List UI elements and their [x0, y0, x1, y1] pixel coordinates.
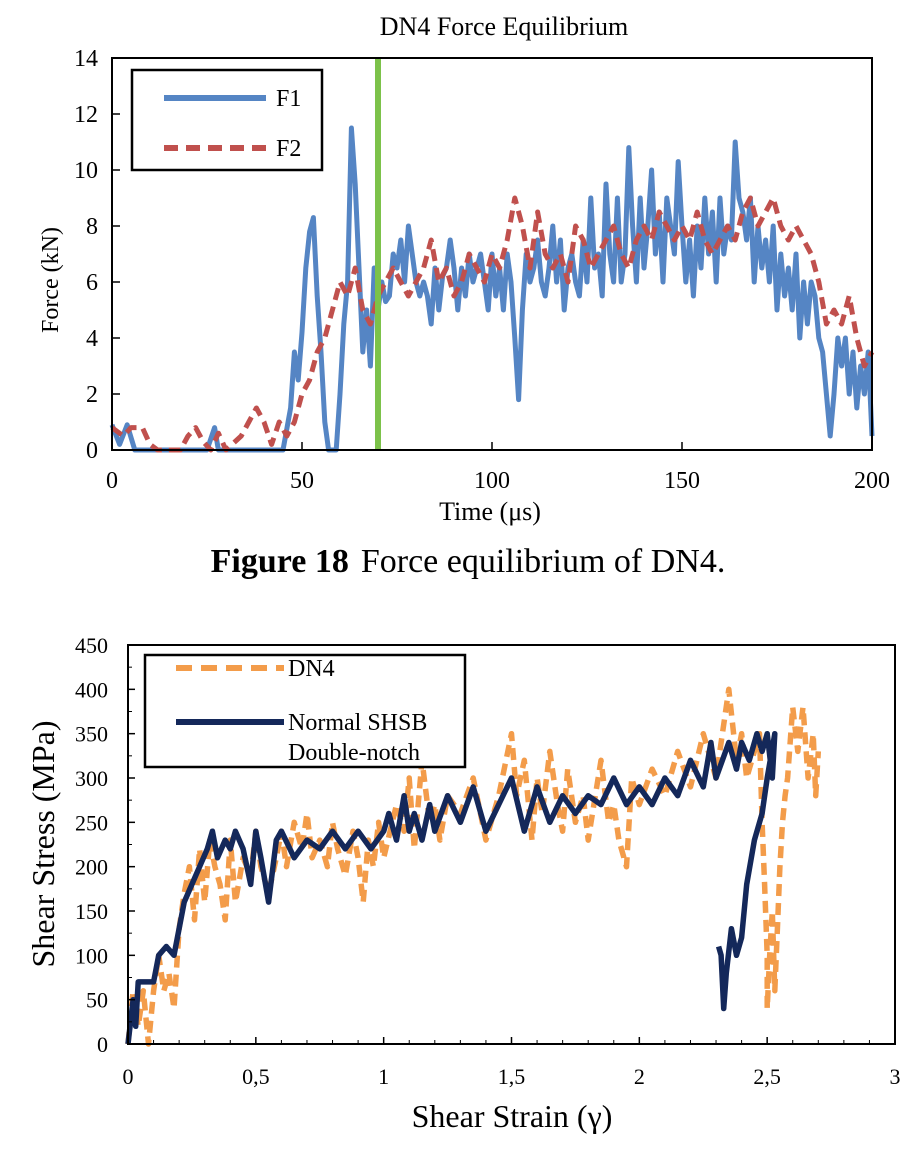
chart2-y-tick-label: 300	[75, 766, 108, 791]
chart2-y-tick-label: 100	[75, 943, 108, 968]
chart1-y-ticks: 0 2 4 6 8 10 12 14	[74, 46, 120, 464]
chart2-y-tick-label: 400	[75, 677, 108, 702]
chart1-x-tick-label: 150	[664, 468, 700, 494]
chart2-series-normal-shsb-double-notch-line	[125, 730, 778, 1045]
chart1-y-tick-label: 4	[86, 326, 98, 352]
chart2-y-tick-label: 350	[75, 722, 108, 747]
shear-stress-strain-chart: 0 50 100 150 200 250 300 350 400 450 0 0,5 1 1,5 2 2,5…	[25, 633, 901, 1134]
legend-label-f2: F2	[276, 136, 301, 162]
chart1-series-f2-line	[110, 195, 875, 453]
chart2-y-ticks: 0 50 100 150 200 250 300 350 400 450	[75, 633, 135, 1057]
chart2-y-tick-label: 450	[75, 633, 108, 658]
chart2-x-tick-label: 2,5	[753, 1064, 781, 1089]
figure-caption-label: Figure 18	[211, 543, 349, 580]
chart1-x-axis-label: Time (μs)	[439, 497, 541, 526]
chart1-y-tick-label: 12	[74, 102, 98, 128]
chart2-legend: DN4 Normal SHSB Double-notch	[143, 653, 467, 769]
chart1-y-tick-label: 2	[86, 382, 98, 408]
chart1-x-tick-label: 0	[106, 468, 118, 494]
legend-label-f1: F1	[276, 86, 301, 112]
chart2-x-tick-label: 1	[378, 1064, 389, 1089]
chart1-title: DN4 Force Equilibrium	[380, 12, 628, 41]
legend-label-dn4: DN4	[288, 656, 335, 682]
chart1-y-tick-label: 6	[86, 270, 98, 296]
force-equilibrium-chart: DN4 Force Equilibrium 0 2 4 6 8 10 12 14 0 50 100…	[38, 12, 890, 526]
chart2-x-axis-label: Shear Strain (γ)	[412, 1098, 613, 1134]
chart1-series-layer	[109, 125, 875, 453]
legend-label-normal-line1: Normal SHSB	[288, 710, 427, 736]
chart2-y-tick-label: 200	[75, 855, 108, 880]
chart1-y-tick-label: 14	[74, 46, 98, 72]
chart1-x-tick-label: 50	[290, 468, 314, 494]
chart2-x-tick-label: 0	[123, 1064, 134, 1089]
figure-caption-text: Force equilibrium of DN4.	[361, 543, 726, 580]
chart1-x-tick-label: 200	[854, 468, 890, 494]
chart2-y-tick-label: 250	[75, 810, 108, 835]
chart2-y-tick-label: 0	[97, 1032, 108, 1057]
legend-label-normal-line2: Double-notch	[288, 740, 420, 766]
chart1-x-ticks: 0 50 100 150 200	[106, 442, 890, 494]
chart2-y-axis-label: Shear Stress (MPa)	[25, 720, 61, 967]
chart2-series-layer	[125, 686, 822, 1047]
chart1-legend: F1 F2	[130, 68, 324, 172]
chart1-x-tick-label: 100	[474, 468, 510, 494]
chart2-x-tick-label: 3	[890, 1064, 901, 1089]
chart2-x-tick-label: 2	[634, 1064, 645, 1089]
figure-caption: Figure 18 Force equilibrium of DN4.	[211, 543, 726, 580]
chart2-x-ticks: 0 0,5 1 1,5 2 2,5 3	[123, 1037, 901, 1089]
chart1-y-tick-label: 10	[74, 158, 98, 184]
chart1-y-tick-label: 8	[86, 214, 98, 240]
chart2-y-tick-label: 50	[86, 988, 108, 1013]
chart2-x-tick-label: 0,5	[242, 1064, 270, 1089]
chart1-series-f1-line	[109, 125, 875, 453]
chart2-y-tick-label: 150	[75, 899, 108, 924]
chart2-x-tick-label: 1,5	[498, 1064, 526, 1089]
chart1-y-axis-label: Force (kN)	[38, 227, 64, 333]
chart1-y-tick-label: 0	[86, 438, 98, 464]
